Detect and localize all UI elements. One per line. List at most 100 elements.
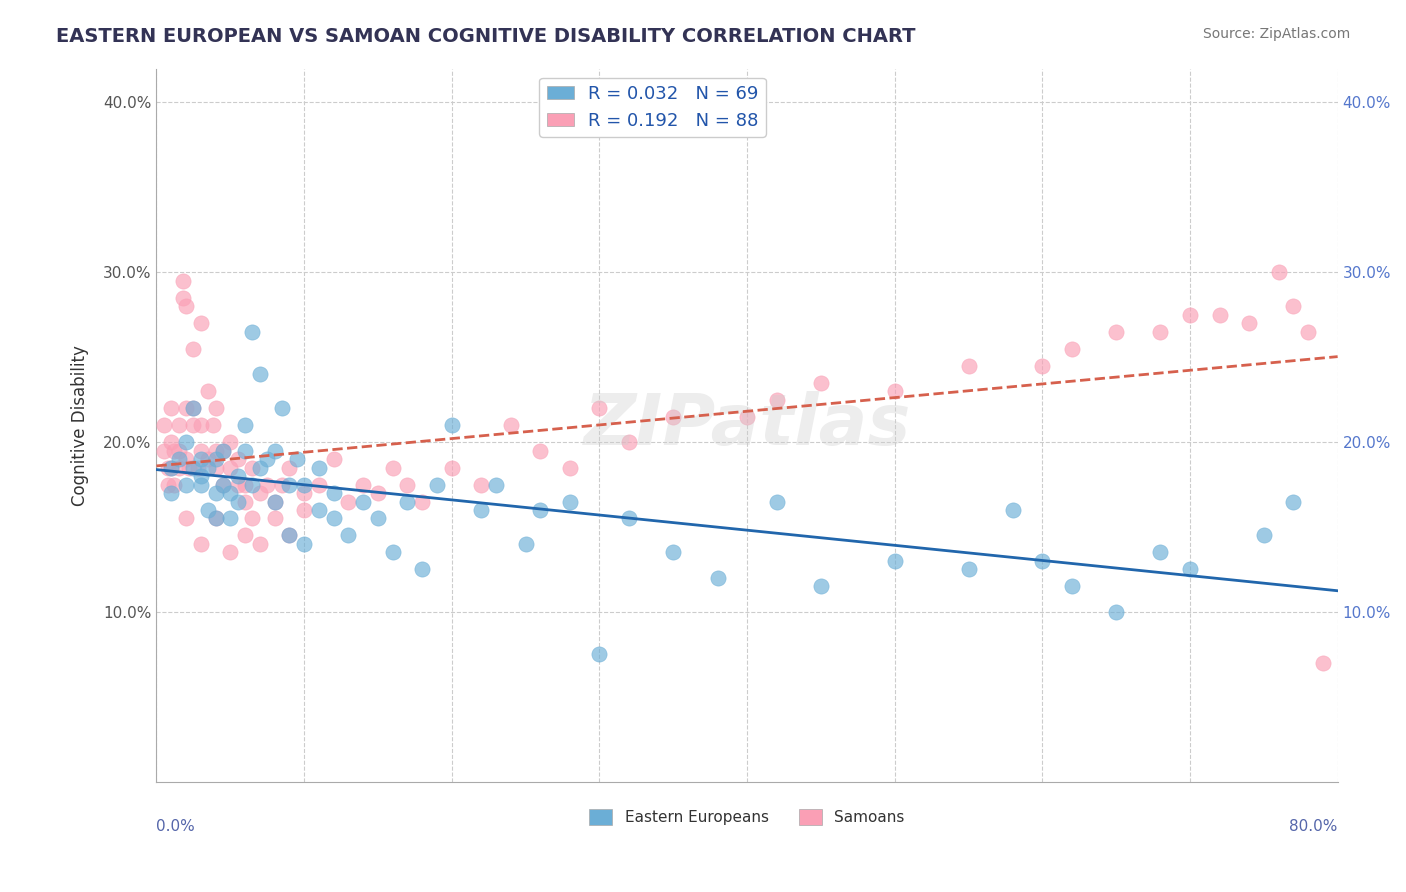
Point xyxy=(1237,316,1260,330)
Point xyxy=(174,477,197,491)
Point xyxy=(197,384,219,398)
Legend: Eastern Europeans, Samoans: Eastern Europeans, Samoans xyxy=(583,803,911,831)
Point xyxy=(212,443,235,458)
Point xyxy=(172,274,194,288)
Point xyxy=(322,511,344,525)
Point xyxy=(249,537,271,551)
Point xyxy=(1267,265,1289,279)
Point xyxy=(396,477,419,491)
Point xyxy=(440,418,463,433)
Point xyxy=(1031,359,1053,373)
Point xyxy=(1178,562,1201,576)
Point xyxy=(278,528,301,542)
Point xyxy=(1149,325,1171,339)
Point xyxy=(1105,605,1128,619)
Point xyxy=(810,579,832,593)
Point xyxy=(204,452,226,467)
Point xyxy=(515,537,537,551)
Point xyxy=(256,452,278,467)
Point xyxy=(190,443,212,458)
Point xyxy=(1060,342,1083,356)
Point xyxy=(337,494,360,508)
Point xyxy=(204,511,226,525)
Point xyxy=(190,452,212,467)
Point xyxy=(883,554,905,568)
Point xyxy=(322,486,344,500)
Point xyxy=(249,460,271,475)
Point xyxy=(163,443,186,458)
Point xyxy=(426,477,449,491)
Point xyxy=(292,503,315,517)
Point xyxy=(190,316,212,330)
Point xyxy=(1105,325,1128,339)
Point xyxy=(201,418,224,433)
Point xyxy=(278,477,301,491)
Point xyxy=(233,443,256,458)
Point xyxy=(263,494,285,508)
Point xyxy=(499,418,522,433)
Point xyxy=(957,359,980,373)
Point xyxy=(352,477,374,491)
Point xyxy=(411,562,433,576)
Point xyxy=(411,494,433,508)
Point xyxy=(174,299,197,313)
Point xyxy=(381,545,404,559)
Point xyxy=(271,477,294,491)
Point xyxy=(204,401,226,416)
Point xyxy=(249,367,271,381)
Point xyxy=(1312,656,1334,670)
Point xyxy=(183,460,205,475)
Point xyxy=(765,494,787,508)
Point xyxy=(883,384,905,398)
Point xyxy=(322,452,344,467)
Point xyxy=(174,401,197,416)
Point xyxy=(617,435,640,450)
Point xyxy=(219,545,242,559)
Point xyxy=(263,511,285,525)
Point xyxy=(212,443,235,458)
Point xyxy=(204,460,226,475)
Point xyxy=(470,503,492,517)
Point xyxy=(242,460,264,475)
Point xyxy=(153,418,176,433)
Point xyxy=(337,528,360,542)
Point xyxy=(204,511,226,525)
Point xyxy=(157,477,180,491)
Point xyxy=(1031,554,1053,568)
Point xyxy=(233,494,256,508)
Point xyxy=(177,460,200,475)
Point xyxy=(190,537,212,551)
Point xyxy=(226,477,249,491)
Point xyxy=(617,511,640,525)
Point xyxy=(167,452,190,467)
Point xyxy=(174,452,197,467)
Point xyxy=(204,486,226,500)
Point xyxy=(440,460,463,475)
Point xyxy=(308,477,330,491)
Point xyxy=(308,503,330,517)
Text: EASTERN EUROPEAN VS SAMOAN COGNITIVE DISABILITY CORRELATION CHART: EASTERN EUROPEAN VS SAMOAN COGNITIVE DIS… xyxy=(56,27,915,45)
Point xyxy=(190,418,212,433)
Point xyxy=(219,486,242,500)
Point xyxy=(810,376,832,390)
Point xyxy=(706,571,728,585)
Point xyxy=(183,401,205,416)
Point xyxy=(352,494,374,508)
Point xyxy=(529,503,551,517)
Point xyxy=(160,460,183,475)
Point xyxy=(285,452,308,467)
Point xyxy=(212,477,235,491)
Point xyxy=(160,435,183,450)
Point xyxy=(219,511,242,525)
Point xyxy=(485,477,508,491)
Point xyxy=(1149,545,1171,559)
Point xyxy=(263,494,285,508)
Point xyxy=(292,537,315,551)
Point xyxy=(226,469,249,483)
Point xyxy=(1282,299,1305,313)
Point xyxy=(470,477,492,491)
Point xyxy=(558,460,581,475)
Point xyxy=(233,528,256,542)
Point xyxy=(157,460,180,475)
Point xyxy=(249,486,271,500)
